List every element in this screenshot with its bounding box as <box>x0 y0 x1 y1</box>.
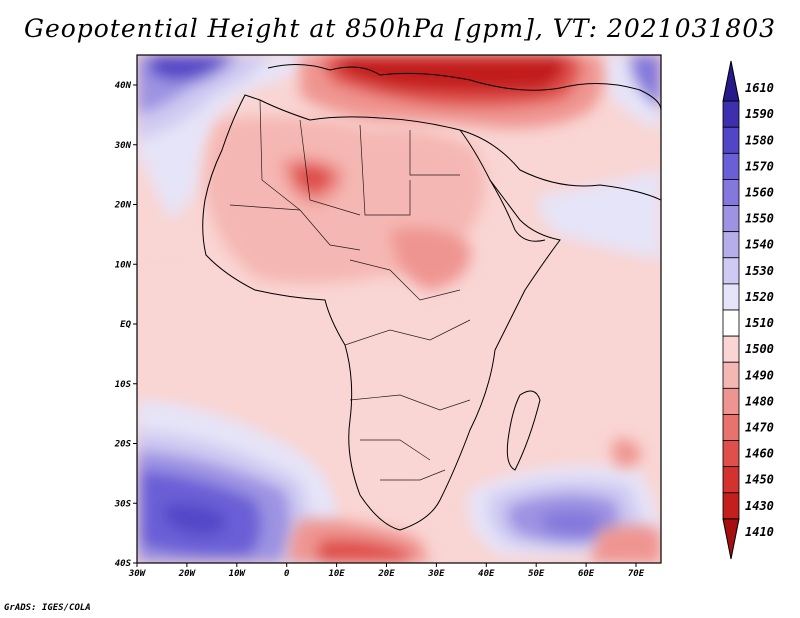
lat-label: 30N <box>114 141 132 151</box>
colorbar-label: 1540 <box>745 238 774 252</box>
lon-label: 20W <box>178 569 197 579</box>
country-borders <box>229 99 471 481</box>
lon-label: 10E <box>328 569 345 579</box>
map-frame <box>136 54 662 564</box>
lat-label: 20N <box>114 201 132 211</box>
colorbar-label: 1450 <box>745 473 774 487</box>
lat-label: 40N <box>115 81 132 91</box>
colorbar-swatch <box>722 100 740 128</box>
colorbar-cap-top <box>722 60 740 102</box>
colorbar-swatch <box>722 335 740 363</box>
lon-label: 30W <box>128 569 147 579</box>
lat-label: EQ <box>120 320 131 330</box>
colorbar-swatch <box>722 414 740 441</box>
colorbar-swatch <box>722 466 740 494</box>
lon-label: 40E <box>478 569 495 579</box>
colorbar-swatch <box>722 492 740 520</box>
colorbar-label: 1570 <box>745 159 774 173</box>
lat-label: 10N <box>115 260 132 270</box>
lat-label: 40S <box>115 559 132 569</box>
colorbar-label: 1490 <box>745 368 774 382</box>
colorbar-swatch <box>722 126 740 154</box>
colorbar-label: 1460 <box>745 447 774 461</box>
colorbar-label: 1510 <box>745 316 774 330</box>
colorbar-label: 1610 <box>745 81 774 95</box>
colorbar-label: 1430 <box>745 499 774 513</box>
colorbar-cap-bottom <box>722 518 740 560</box>
coastlines <box>202 64 661 531</box>
colorbar-swatch <box>722 152 740 180</box>
lon-label: 0 <box>284 569 290 579</box>
lon-label: 70E <box>628 569 645 579</box>
lon-label: 10W <box>229 569 247 579</box>
lon-label: 60E <box>578 569 595 579</box>
colorbar-label: 1520 <box>745 290 774 304</box>
colorbar-label: 1470 <box>745 421 774 435</box>
height-field <box>137 55 661 563</box>
colorbar-label: 1560 <box>745 186 774 200</box>
latitude-axis: 40N 30N 20N 10N EQ 10S 20S 30S 40S <box>114 81 137 569</box>
colorbar-swatch <box>722 309 740 337</box>
lat-label: 10S <box>115 380 132 390</box>
colorbar-label: 1550 <box>745 212 774 226</box>
lon-label: 30E <box>427 569 445 579</box>
colorbar-label: 1580 <box>745 133 774 147</box>
colorbar-label: 1500 <box>745 342 774 356</box>
lon-label: 20E <box>377 569 395 579</box>
colorbar-swatch <box>722 387 740 415</box>
map-title: Geopotential Height at 850hPa [gpm], VT:… <box>23 14 777 43</box>
longitude-axis: 30W 20W 10W 0 10E 20E 30E 40E 50E 60E 70E <box>128 563 645 579</box>
colorbar-swatch <box>722 205 740 233</box>
colorbar-label: 1410 <box>745 525 774 539</box>
colorbar-swatch <box>722 440 740 468</box>
colorbar-label: 1590 <box>745 107 774 121</box>
colorbar-swatch <box>722 179 740 206</box>
lat-label: 20S <box>114 440 132 450</box>
colorbar-swatch <box>722 231 740 259</box>
lat-label: 30S <box>114 499 132 509</box>
colorbar: 1610 1590 1580 1570 1560 1550 1540 1530 1520 1510… <box>722 60 774 560</box>
lon-label: 50E <box>528 569 545 579</box>
credit-text: GrADS: IGES/COLA <box>4 603 91 613</box>
colorbar-label: 1480 <box>745 394 774 408</box>
colorbar-swatch <box>722 361 740 389</box>
colorbar-swatch <box>722 257 740 285</box>
colorbar-label: 1530 <box>745 264 774 278</box>
colorbar-swatch <box>722 283 740 311</box>
